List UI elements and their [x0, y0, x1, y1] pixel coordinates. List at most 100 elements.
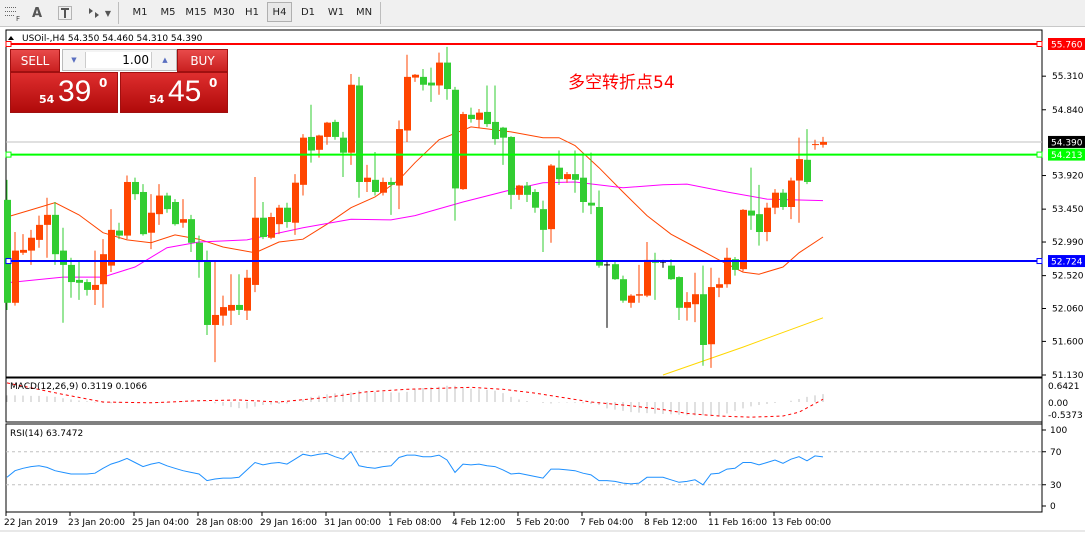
timeframe-w1[interactable]: W1: [327, 7, 345, 18]
candle-body: [508, 136, 515, 195]
candle-body: [788, 180, 795, 207]
toolbar-separator: [118, 2, 119, 24]
volume-increase-icon[interactable]: ▲: [162, 56, 168, 64]
chart-annotation-text: 多空转折点54: [568, 73, 675, 93]
candle: [412, 74, 419, 82]
candle: [28, 229, 35, 265]
dropdown-icon[interactable]: ▼: [104, 8, 112, 18]
volume-decrease-icon[interactable]: ▼: [71, 56, 77, 64]
candle-body: [628, 295, 635, 303]
candle: [436, 52, 443, 95]
candle: [548, 164, 555, 243]
timeframe-mn[interactable]: MN: [355, 7, 373, 18]
price-tick-label: 52.990: [1052, 238, 1084, 248]
text-label-icon[interactable]: [54, 3, 76, 23]
grid-f-icon[interactable]: F: [2, 3, 24, 23]
candle-body: [300, 137, 307, 185]
candle: [580, 152, 587, 213]
price-tick-label: 54.840: [1052, 106, 1084, 116]
candle-body: [516, 185, 523, 195]
chart-toolbar: F A ▼ M1 M5 M15 M30 H1 H4 D1 W1 MN: [0, 0, 1085, 27]
rsi-title: RSI(14) 63.7472: [10, 429, 83, 439]
candle: [708, 267, 715, 368]
candle: [692, 272, 699, 323]
timeframe-h4[interactable]: H4: [267, 2, 292, 22]
arrows-icon[interactable]: [84, 3, 106, 23]
candle: [644, 242, 651, 298]
rsi-panel-frame: [5, 423, 1043, 513]
candle: [404, 54, 411, 142]
candle: [100, 239, 107, 308]
buy-price[interactable]: 54 45 0: [120, 72, 228, 113]
rsi-line: [6, 451, 824, 486]
candle-body: [228, 304, 235, 311]
candle-body: [716, 284, 723, 288]
timeframe-m15[interactable]: M15: [185, 7, 207, 18]
candle-body: [644, 259, 651, 296]
candle: [196, 235, 203, 278]
timeframe-m5[interactable]: M5: [160, 7, 176, 18]
candle: [300, 134, 307, 196]
candle-body: [564, 174, 571, 180]
line-anchor-handle: [1036, 151, 1043, 158]
chart-area[interactable]: USOil-,H4 54.350 54.460 54.310 54.390 55.…: [0, 27, 1085, 535]
timeframe-m30[interactable]: M30: [213, 7, 235, 18]
candle-body: [268, 217, 275, 238]
candle-body: [756, 214, 763, 233]
candle-body: [684, 302, 691, 308]
candle-body: [420, 76, 427, 85]
candle: [308, 104, 315, 163]
candle: [564, 171, 571, 183]
candle-body: [740, 209, 747, 270]
price-label: 54.213: [1051, 151, 1083, 161]
candle: [628, 294, 635, 308]
candle-body: [100, 254, 107, 285]
buy-button[interactable]: BUY: [177, 49, 228, 72]
time-axis-label: 28 Jan 08:00: [196, 518, 253, 528]
timeframe-h1[interactable]: H1: [245, 7, 259, 18]
candle-body: [148, 212, 155, 233]
candle: [4, 179, 11, 310]
candle-body: [612, 264, 619, 280]
text-a-icon[interactable]: A: [26, 3, 48, 23]
candle-body: [596, 206, 603, 266]
candle-body: [580, 177, 587, 202]
candle-body: [324, 122, 331, 137]
volume-stepper[interactable]: ▼ 1.00 ▲: [62, 49, 177, 71]
rsi-axis-label: 30: [1050, 481, 1062, 491]
candle: [460, 111, 467, 190]
candle-body: [140, 191, 147, 235]
candle: [676, 276, 683, 320]
volume-input[interactable]: 1.00: [85, 52, 152, 68]
candle: [84, 279, 91, 296]
candle-body: [548, 165, 555, 230]
sell-price-main: 39: [58, 75, 92, 108]
candle-body: [484, 111, 491, 125]
candle: [596, 190, 603, 268]
candle-body: [236, 304, 243, 310]
candle: [164, 192, 171, 213]
candle-body: [796, 159, 803, 181]
candle-body: [260, 217, 267, 238]
timeframe-m1[interactable]: M1: [132, 7, 148, 18]
candle-body: [692, 294, 699, 305]
candle-body: [20, 249, 27, 253]
price-tick-label: 53.920: [1052, 172, 1084, 182]
candle: [756, 184, 763, 246]
sell-price[interactable]: 54 39 0: [10, 72, 118, 113]
candle: [388, 177, 395, 215]
candle: [812, 139, 819, 150]
candle: [604, 260, 610, 328]
candle-body: [188, 219, 195, 243]
sell-button[interactable]: SELL: [10, 49, 60, 72]
candle: [36, 215, 43, 248]
timeframe-d1[interactable]: D1: [300, 7, 316, 18]
candle-body: [156, 195, 163, 215]
line-anchor-handle: [1036, 41, 1043, 47]
candle-body: [108, 229, 115, 266]
candle: [244, 269, 251, 320]
candle: [148, 194, 155, 250]
candle: [788, 177, 795, 220]
candle-body: [332, 121, 339, 137]
candle-body: [124, 181, 131, 236]
